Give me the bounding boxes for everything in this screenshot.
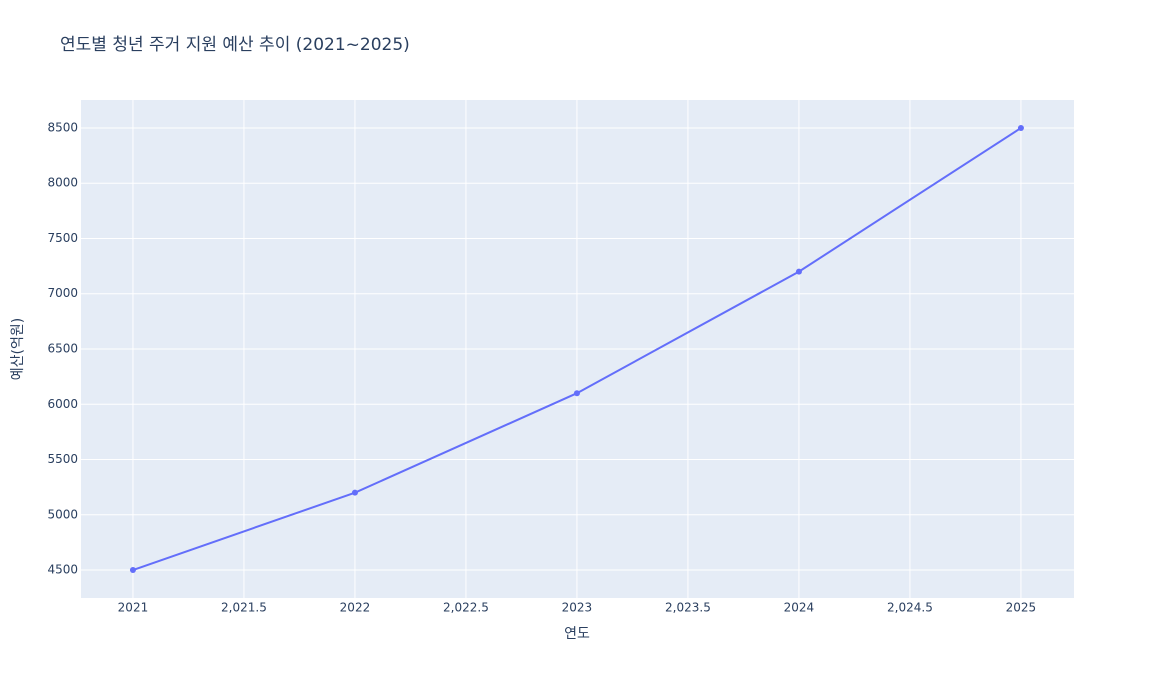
- y-axis-title: 예산(억원): [10, 318, 26, 380]
- data-point: [573, 390, 580, 397]
- chart-title: 연도별 청년 주거 지원 예산 추이 (2021~2025): [60, 35, 410, 55]
- y-tick-label: 7000: [47, 286, 78, 300]
- x-tick-label: 2023: [562, 601, 593, 615]
- data-point: [795, 268, 802, 275]
- x-axis-title: 연도: [564, 626, 590, 642]
- x-tick-label: 2,023.5: [665, 601, 711, 615]
- y-tick-label: 8000: [47, 176, 78, 190]
- x-tick-label: 2,022.5: [443, 601, 489, 615]
- y-tick-label: 6500: [47, 342, 78, 356]
- y-tick-label: 5000: [47, 507, 78, 521]
- x-tick-label: 2021: [118, 601, 149, 615]
- y-tick-label: 5500: [47, 452, 78, 466]
- data-point: [129, 567, 136, 574]
- x-tick-label: 2,024.5: [887, 601, 933, 615]
- data-point: [351, 489, 358, 496]
- y-tick-label: 4500: [47, 563, 78, 577]
- y-tick-label: 7500: [47, 231, 78, 245]
- x-tick-label: 2,021.5: [221, 601, 267, 615]
- x-tick-label: 2022: [340, 601, 371, 615]
- y-tick-label: 6000: [47, 397, 78, 411]
- x-tick-label: 2024: [784, 601, 815, 615]
- data-point: [1017, 124, 1024, 131]
- x-tick-label: 2025: [1006, 601, 1037, 615]
- y-tick-label: 8500: [47, 120, 78, 134]
